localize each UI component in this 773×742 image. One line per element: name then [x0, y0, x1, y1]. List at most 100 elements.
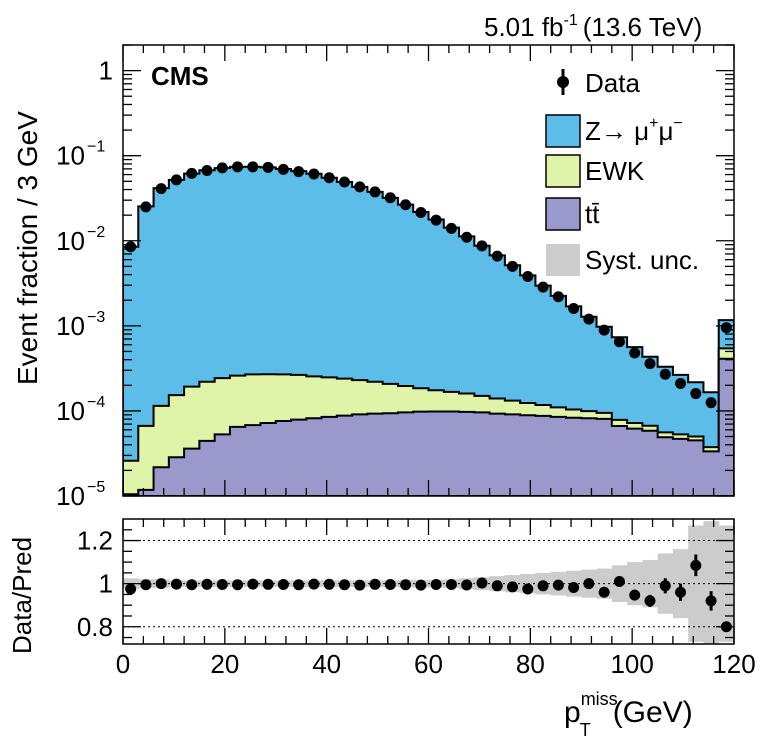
data-point [155, 183, 167, 195]
data-point [583, 313, 595, 325]
ratio-y-tick-label: 0.8 [77, 612, 113, 642]
data-point [598, 324, 610, 336]
ratio-point [507, 581, 519, 593]
ratio-point [522, 583, 534, 595]
stack-ttbar-area [123, 357, 734, 496]
upper-y-axis: 110−110−210−310−410−5 [56, 44, 734, 511]
cms-label: CMS [151, 61, 209, 91]
data-point [216, 162, 228, 174]
ratio-y-tick-label: 1 [99, 569, 113, 599]
ratio-point [476, 577, 488, 589]
data-point [659, 368, 671, 380]
ratio-y-axis-label: Data/Pred [7, 537, 37, 654]
data-point [568, 302, 580, 314]
data-point [461, 231, 473, 243]
ratio-point [170, 578, 182, 590]
data-point [491, 250, 503, 262]
ratio-point [537, 580, 549, 592]
ratio-point [690, 559, 702, 571]
ratio-point [216, 579, 228, 591]
data-point [140, 201, 152, 213]
data-point [170, 174, 182, 186]
data-markers [125, 161, 732, 409]
ratio-point [583, 578, 595, 590]
syst-band-bin [703, 521, 720, 644]
ratio-y-tick-label: 1.2 [77, 526, 113, 556]
upper-y-axis-label: Event fraction / 3 GeV [12, 111, 43, 385]
data-point [675, 378, 687, 390]
y-tick-exponent: −2 [87, 224, 105, 241]
data-point [415, 206, 427, 218]
syst-band-bin [688, 525, 704, 642]
y-tick-label: 10 [56, 141, 85, 171]
x-tick-label: 0 [116, 649, 130, 679]
ratio-point [613, 576, 625, 587]
legend-label: Data [585, 68, 640, 98]
x-axis-label: pmiss T(GeV) [564, 689, 693, 740]
data-point [186, 167, 198, 179]
data-point [690, 388, 702, 400]
data-point [262, 161, 274, 173]
ratio-point [705, 595, 717, 607]
ratio-point [568, 582, 580, 594]
data-point [644, 358, 656, 370]
x-axis: 0 20 40 60 80 100 120 [116, 45, 756, 679]
luminosity-label: 5.01 fb-1 (13.6 TeV) [484, 12, 702, 42]
y-tick-label: 1 [99, 56, 113, 86]
ratio-point [338, 579, 350, 591]
ratio-point [384, 579, 396, 591]
ratio-point [201, 578, 213, 590]
y-tick-exponent: −3 [87, 309, 105, 326]
ratio-point [293, 579, 305, 591]
ratio-point [552, 579, 564, 591]
stacked-histogram [123, 165, 734, 496]
y-tick-label: 10 [56, 226, 85, 256]
ratio-point [629, 589, 641, 601]
data-point [369, 186, 381, 198]
data-point [247, 161, 259, 173]
x-tick-label: 120 [712, 649, 755, 679]
x-tick-label: 40 [312, 649, 341, 679]
data-point [293, 166, 305, 178]
data-point [308, 168, 320, 180]
ratio-point [232, 579, 244, 591]
ratio-point [491, 580, 503, 592]
ratio-point [675, 586, 687, 598]
data-point [629, 347, 641, 359]
data-point [522, 271, 534, 283]
ratio-point [659, 580, 671, 592]
data-point [720, 322, 732, 334]
legend-swatch [545, 114, 581, 148]
ratio-point [644, 595, 656, 607]
data-point [277, 163, 289, 175]
legend-label: Z→ μ+μ− [585, 115, 683, 146]
ratio-point [140, 579, 152, 591]
legend-label: tt̄ [585, 199, 600, 229]
ratio-point [277, 579, 289, 591]
ratio-point [125, 583, 137, 595]
syst-band-bin [642, 559, 659, 608]
legend-label: EWK [585, 156, 645, 186]
ratio-point [598, 586, 610, 598]
data-point [476, 240, 488, 252]
legend-label: Syst. unc. [585, 245, 699, 275]
data-point [354, 181, 366, 193]
ratio-point [430, 579, 442, 591]
data-point [552, 291, 564, 303]
ratio-point [155, 578, 167, 590]
y-tick-exponent: −5 [87, 479, 105, 496]
ratio-y-axis: 1.2 1 0.8 [77, 526, 734, 642]
data-point [705, 397, 717, 409]
x-tick-label: 80 [516, 649, 545, 679]
data-point [613, 336, 625, 348]
legend-data-marker [557, 76, 569, 88]
ratio-point [445, 579, 457, 591]
data-point [507, 260, 519, 272]
data-point [430, 214, 442, 226]
ratio-point [461, 579, 473, 591]
ratio-point [186, 579, 198, 591]
data-point [384, 192, 396, 204]
data-point [201, 164, 213, 176]
data-point [400, 199, 412, 211]
